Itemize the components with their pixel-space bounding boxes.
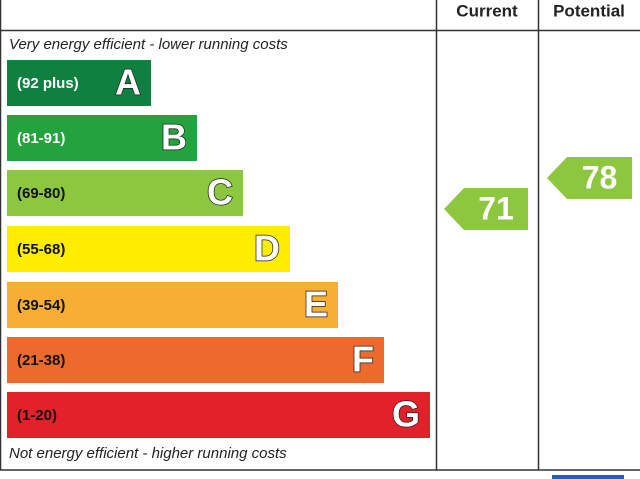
band-range: (21-38)	[17, 352, 65, 369]
band-range: (69-80)	[17, 185, 65, 202]
band-bar	[7, 337, 384, 383]
band-letter: G	[392, 394, 420, 435]
current-score: 71	[478, 190, 514, 226]
band-bar	[7, 392, 430, 438]
band-letter: F	[352, 339, 374, 380]
band-letter: E	[304, 284, 328, 325]
header-current: Current	[456, 1, 518, 20]
band-letter: C	[207, 172, 233, 213]
top-note: Very energy efficient - lower running co…	[9, 36, 288, 53]
band-range: (39-54)	[17, 297, 65, 314]
band-range: (55-68)	[17, 241, 65, 258]
band-range: (1-20)	[17, 407, 57, 424]
decoration	[552, 475, 624, 479]
potential-arrow	[547, 157, 632, 199]
band-range: (81-91)	[17, 130, 65, 147]
potential-score: 78	[582, 159, 618, 195]
band-bar	[7, 60, 151, 106]
band-letter: A	[115, 62, 141, 103]
band-letter: B	[161, 117, 187, 158]
band-bar	[7, 170, 243, 216]
band-range: (92 plus)	[17, 75, 79, 92]
band-bar	[7, 226, 290, 272]
band-bar	[7, 115, 197, 161]
bottom-note: Not energy efficient - higher running co…	[9, 445, 287, 462]
current-arrow	[444, 188, 528, 230]
header-potential: Potential	[553, 1, 625, 20]
band-bar	[7, 282, 338, 328]
band-letter: D	[254, 228, 280, 269]
